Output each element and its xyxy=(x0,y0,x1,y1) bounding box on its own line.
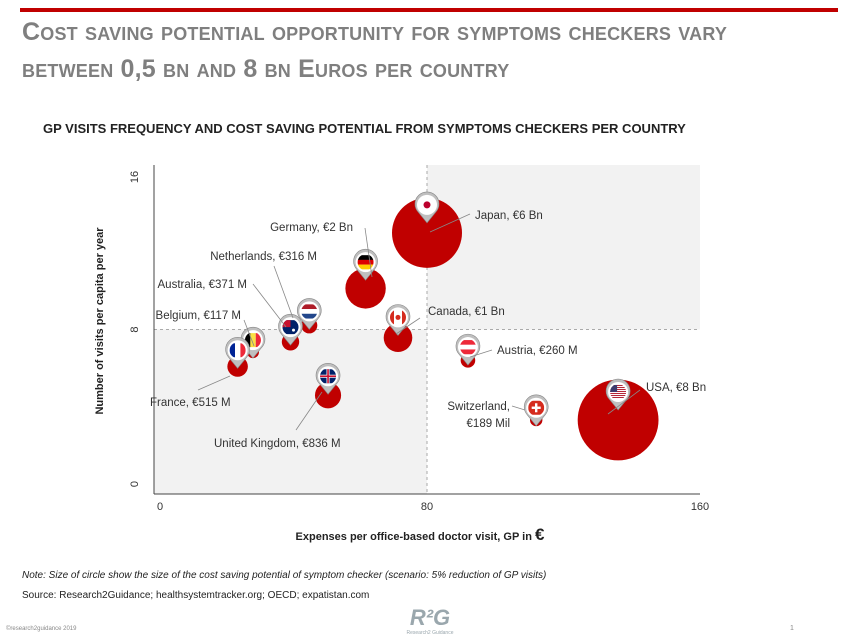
leader-line xyxy=(252,283,287,328)
leader-line xyxy=(607,389,641,415)
pin-marker xyxy=(315,362,341,395)
usa-flag-icon xyxy=(610,384,627,398)
belgium-flag-icon xyxy=(244,333,261,348)
australia-flag-icon xyxy=(282,320,299,335)
y-tick-label: 8 xyxy=(129,326,141,332)
x-axis-title: Expenses per office-based doctor visit, … xyxy=(296,525,545,544)
pin-marker xyxy=(523,394,549,427)
data-label: Belgium, €117 M xyxy=(156,310,241,322)
chart-source: Source: Research2Guidance; healthsystemt… xyxy=(22,590,370,601)
data-label: Switzerland, €189 Mil xyxy=(447,401,510,430)
leader-line xyxy=(395,317,421,335)
chart-note: Note: Size of circle show the size of th… xyxy=(22,570,547,581)
x-tick-label: 160 xyxy=(691,501,709,513)
uk-flag-icon xyxy=(320,369,337,384)
leader-line xyxy=(429,213,471,233)
y-tick-label: 16 xyxy=(129,171,141,183)
leader-line xyxy=(511,405,526,411)
data-label: Japan, €6 Bn xyxy=(475,210,543,222)
data-label: USA, €8 Bn xyxy=(646,382,706,394)
quadrant-low-cost-low-visits xyxy=(154,329,427,494)
pin-marker xyxy=(278,313,303,346)
data-label: Netherlands, €316 M xyxy=(210,251,317,263)
pin-marker xyxy=(385,304,411,336)
x-tick-label: 0 xyxy=(157,501,163,513)
bubble xyxy=(392,197,462,268)
pin-marker xyxy=(296,298,322,330)
france-flag-icon xyxy=(229,343,246,358)
bubble xyxy=(383,323,413,353)
switzerland-flag-icon xyxy=(528,400,545,415)
y-tick-label: 0 xyxy=(129,481,141,487)
bubble xyxy=(577,379,659,461)
data-label: Canada, €1 Bn xyxy=(428,306,505,318)
bubble xyxy=(314,382,342,409)
pin-marker xyxy=(455,333,481,366)
title-rule xyxy=(20,8,838,12)
leader-line xyxy=(273,265,294,319)
leader-line xyxy=(295,391,323,431)
leader-line xyxy=(197,375,231,391)
data-label: United Kingdom, €836 M xyxy=(214,438,341,450)
pin-marker xyxy=(414,191,440,224)
data-label: Australia, €371 M xyxy=(158,279,248,291)
logo-subtext: Research2 Guidance xyxy=(406,630,454,636)
leader-line xyxy=(469,349,493,358)
japan-flag-icon xyxy=(420,197,434,212)
data-label: Austria, €260 M xyxy=(497,345,578,357)
bubble xyxy=(345,268,386,309)
logo-mark: R²G xyxy=(409,605,451,630)
austria-flag-icon xyxy=(459,340,476,355)
x-tick-label: 80 xyxy=(421,501,433,513)
copyright: ©research2guidance 2019 xyxy=(6,626,77,632)
chart-title: GP visits frequency and cost saving pote… xyxy=(43,121,686,136)
data-label: Germany, €2 Bn xyxy=(270,222,353,234)
leader-line xyxy=(364,227,373,278)
page-number: 1 xyxy=(790,625,794,632)
company-logo: R²G Research2 Guidance xyxy=(400,606,460,640)
page-title: Cost saving potential opportunity for sy… xyxy=(22,18,728,83)
pin-marker xyxy=(225,337,250,369)
y-axis-title: Number of visits per capita per year xyxy=(94,227,106,415)
germany-flag-icon xyxy=(357,255,374,270)
leader-line xyxy=(243,319,255,347)
canada-flag-icon xyxy=(389,310,406,325)
quadrant-high-cost-high-visits xyxy=(427,165,700,330)
data-label: France, €515 M xyxy=(150,397,231,409)
netherlands-flag-icon xyxy=(301,304,318,319)
